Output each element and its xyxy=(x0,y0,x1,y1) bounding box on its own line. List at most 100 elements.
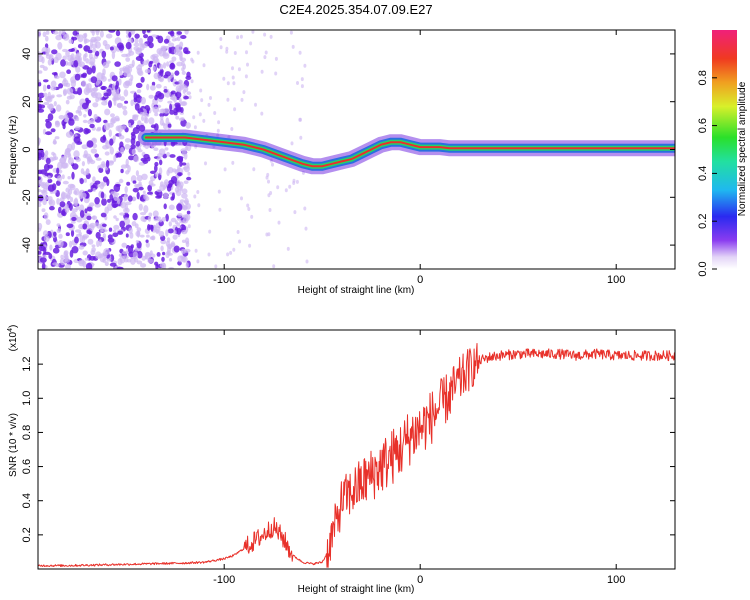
noise-dot xyxy=(176,36,181,42)
noise-dot xyxy=(90,76,98,84)
noise-dot xyxy=(128,31,132,38)
noise-dot xyxy=(56,180,61,186)
noise-dot xyxy=(124,143,131,150)
noise-dot xyxy=(148,42,154,49)
noise-dot xyxy=(71,246,79,254)
noise-dot xyxy=(112,203,119,208)
noise-dot xyxy=(114,84,118,91)
y-tick-label: 0.2 xyxy=(21,527,33,542)
noise-dot xyxy=(272,264,276,269)
noise-dot xyxy=(260,69,264,74)
noise-dot xyxy=(112,135,116,141)
noise-dot xyxy=(87,108,92,117)
noise-dot xyxy=(82,33,87,39)
noise-dot xyxy=(141,43,148,49)
noise-dot xyxy=(51,183,57,191)
noise-dot xyxy=(87,189,93,193)
noise-dot xyxy=(110,113,115,118)
noise-dot xyxy=(157,92,165,100)
noise-dot xyxy=(97,126,102,131)
noise-dot xyxy=(109,46,114,51)
noise-dot xyxy=(304,226,308,231)
noise-dot xyxy=(263,32,267,37)
noise-dot xyxy=(176,31,182,35)
noise-dot xyxy=(90,249,96,256)
noise-dot xyxy=(65,114,69,123)
noise-dot xyxy=(119,70,123,76)
noise-dot xyxy=(38,182,45,187)
noise-dot xyxy=(46,84,51,90)
x-tick-label: -100 xyxy=(213,574,235,586)
noise-dot xyxy=(41,262,46,269)
noise-dot xyxy=(63,251,68,259)
noise-dot xyxy=(79,234,83,243)
noise-dot xyxy=(45,219,51,226)
noise-dot xyxy=(161,217,167,222)
noise-dot xyxy=(142,30,146,35)
colorbar-tick-label: 0.4 xyxy=(697,166,709,181)
noise-dot xyxy=(141,173,148,180)
x-tick-label: 0 xyxy=(417,574,423,586)
noise-dot xyxy=(217,120,221,125)
noise-dot xyxy=(164,147,169,151)
y-tick-label: 1.0 xyxy=(21,391,33,406)
noise-dot xyxy=(135,240,140,244)
noise-dot xyxy=(66,61,74,66)
noise-dot xyxy=(284,188,288,193)
noise-dot xyxy=(100,136,107,143)
noise-dot xyxy=(184,30,189,35)
noise-dot xyxy=(181,67,185,72)
noise-dot xyxy=(218,207,222,212)
noise-dot xyxy=(82,171,88,176)
y-tick-label: 0.8 xyxy=(21,425,33,440)
noise-dot xyxy=(116,266,124,269)
noise-dot xyxy=(147,35,154,44)
noise-dot xyxy=(41,56,45,64)
noise-dot xyxy=(93,113,98,120)
noise-dot xyxy=(161,108,165,113)
noise-dot xyxy=(48,200,53,205)
noise-dot xyxy=(122,109,128,116)
noise-dot xyxy=(293,210,297,215)
noise-dot xyxy=(115,217,119,222)
noise-dot xyxy=(85,128,91,134)
noise-dot xyxy=(155,195,162,199)
noise-dot xyxy=(237,67,241,72)
noise-dot xyxy=(124,186,128,194)
noise-dot xyxy=(43,92,48,97)
colorbar: 0.0 0.2 0.4 0.6 0.8 Normalized spectral ampl… xyxy=(697,30,748,277)
noise-dot xyxy=(183,165,190,173)
noise-dot xyxy=(135,230,141,237)
noise-dot xyxy=(73,136,81,144)
noise-dot xyxy=(71,171,75,180)
colorbar-tick-label: 0.0 xyxy=(697,261,709,276)
noise-dot xyxy=(99,30,104,38)
noise-dot xyxy=(170,90,176,95)
noise-dot xyxy=(136,227,142,233)
noise-dot xyxy=(300,77,304,82)
noise-dot xyxy=(160,245,164,252)
noise-dot xyxy=(202,63,206,68)
noise-dot xyxy=(300,84,304,89)
noise-dot xyxy=(181,149,187,156)
noise-dot xyxy=(183,95,190,100)
spectrogram-y-ticks: -40 -20 0 20 40 xyxy=(21,48,675,253)
colorbar-ticks: 0.0 0.2 0.4 0.6 0.8 xyxy=(697,70,717,277)
noise-dot xyxy=(264,50,268,55)
noise-dot xyxy=(55,104,62,112)
noise-dot xyxy=(96,240,100,248)
noise-dot xyxy=(64,206,70,213)
noise-dot xyxy=(165,251,170,259)
noise-dot xyxy=(122,255,129,260)
noise-dot xyxy=(104,261,109,267)
noise-dot xyxy=(131,221,137,227)
noise-dot xyxy=(127,165,131,173)
noise-dot xyxy=(90,30,95,33)
noise-dot xyxy=(86,215,92,221)
noise-dot xyxy=(260,111,264,116)
noise-dot xyxy=(121,105,127,110)
noise-dot xyxy=(143,34,149,39)
noise-dot xyxy=(222,76,226,81)
noise-dot xyxy=(120,164,128,169)
